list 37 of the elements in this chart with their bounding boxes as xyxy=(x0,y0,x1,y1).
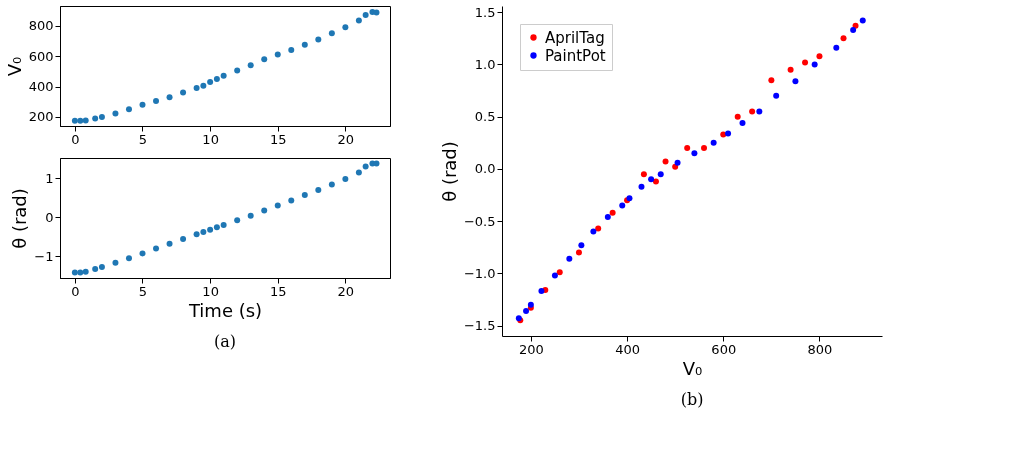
legend-label: PaintPot xyxy=(545,46,606,65)
y-tick-label: 1.5 xyxy=(474,4,496,20)
y-tick-label: 400 xyxy=(28,79,54,95)
x-tick-label: 400 xyxy=(615,341,640,357)
y-tick-label: 0.0 xyxy=(474,161,496,177)
y-axis-title: V₀ xyxy=(3,56,25,77)
y-axis-title: θ (rad) xyxy=(9,188,31,249)
text: (a) xyxy=(213,332,237,351)
x-tick-label: 800 xyxy=(807,341,833,357)
y-tick-label: 1.0 xyxy=(474,56,496,72)
y-tick-label: 0.5 xyxy=(474,109,496,125)
x-tick-label: 15 xyxy=(269,283,287,299)
legend-label: AprilTag xyxy=(545,28,605,47)
x-tick-label: 0 xyxy=(71,131,80,147)
x-tick-label: 5 xyxy=(138,131,148,147)
y-tick-label: 200 xyxy=(28,109,54,125)
text: (b) xyxy=(680,390,704,409)
x-tick-label: 20 xyxy=(337,131,355,147)
x-tick-label: 15 xyxy=(269,131,287,147)
x-tick-label: 5 xyxy=(138,283,148,299)
y-axis-title: θ (rad) xyxy=(438,141,460,202)
x-tick-label: 10 xyxy=(202,283,219,299)
y-tick-label: 600 xyxy=(28,48,54,64)
x-axis-title: Time (s) xyxy=(187,299,263,321)
x-tick-label: 600 xyxy=(711,341,737,357)
x-tick-label: 10 xyxy=(202,131,219,147)
y-tick-label: −1 xyxy=(34,248,54,264)
x-axis-title: V₀ xyxy=(682,357,703,379)
y-tick-label: −1.0 xyxy=(463,265,496,281)
y-tick-label: −0.5 xyxy=(463,213,496,229)
y-tick-label: 1 xyxy=(45,170,54,186)
x-tick-label: 0 xyxy=(71,283,80,299)
x-tick-label: 200 xyxy=(518,341,544,357)
y-tick-label: −1.5 xyxy=(463,318,496,334)
x-tick-label: 20 xyxy=(337,283,355,299)
y-tick-label: 0 xyxy=(45,209,54,225)
y-tick-label: 800 xyxy=(28,18,54,34)
